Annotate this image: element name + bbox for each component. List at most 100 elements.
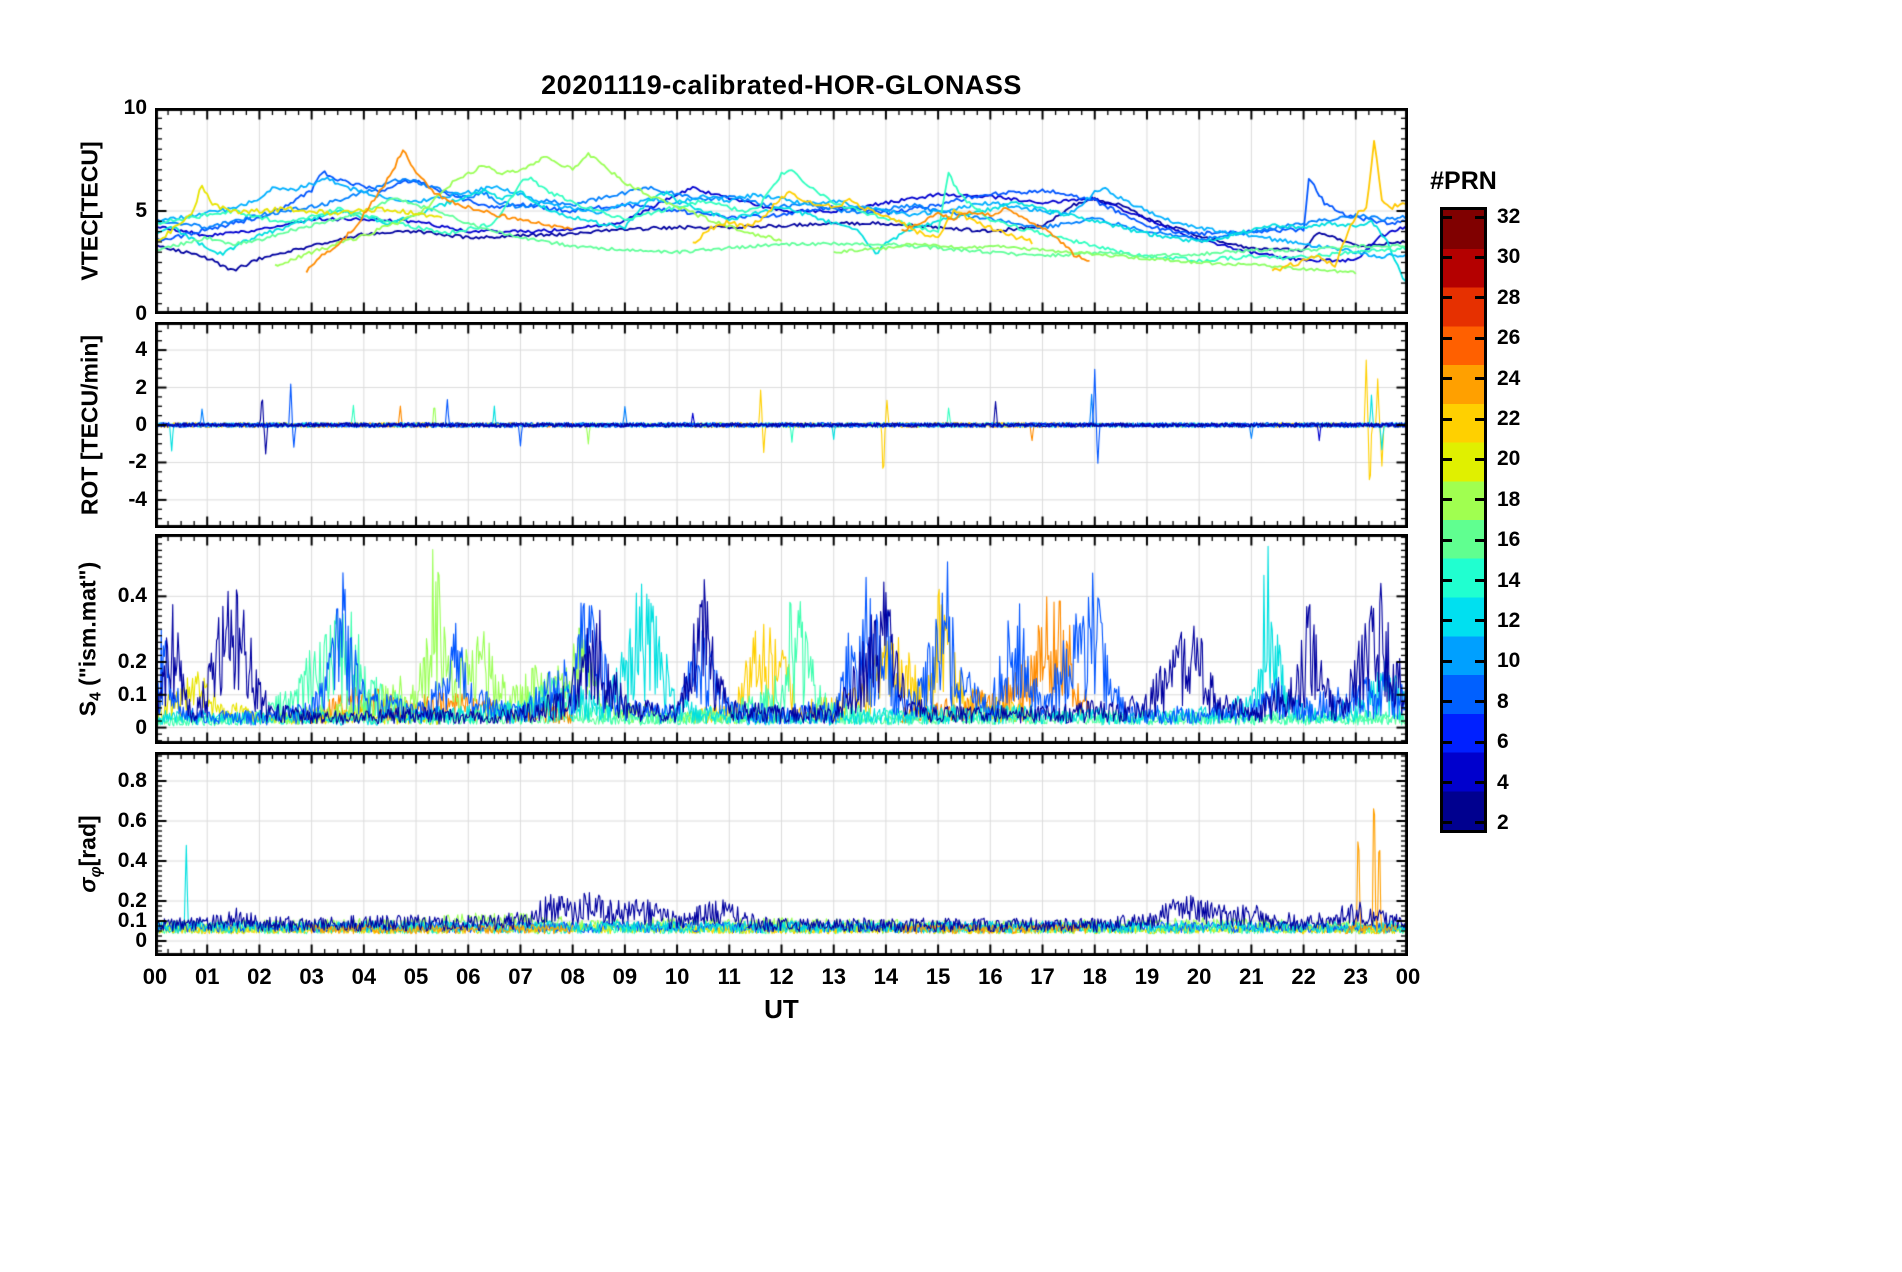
vtec-panel xyxy=(155,108,1408,314)
colorbar-tick-label: 16 xyxy=(1497,528,1521,552)
s4-y-label-part: S xyxy=(74,700,101,717)
x-tick-label: 00 xyxy=(142,964,168,989)
sigma-phi-ytick-label: 0 xyxy=(135,929,147,952)
colorbar-tick xyxy=(1475,821,1484,825)
colorbar-tick xyxy=(1475,255,1484,259)
colorbar-tick-label: 20 xyxy=(1497,447,1521,471)
colorbar-tick xyxy=(1475,336,1484,340)
colorbar-tick xyxy=(1443,619,1452,623)
x-tick-label: 15 xyxy=(925,964,951,989)
rot-ytick-label: 0 xyxy=(135,413,147,436)
sigma-phi-ytick-label: 0.2 xyxy=(117,889,147,912)
x-tick-label: 14 xyxy=(873,964,899,989)
colorbar-tick-label: 22 xyxy=(1497,407,1521,431)
colorbar-tick-label: 8 xyxy=(1497,689,1509,713)
rot-y-axis-label: ROT [TECU/min] xyxy=(77,335,104,515)
s4-panel xyxy=(155,534,1408,744)
colorbar-tick xyxy=(1443,821,1452,825)
colorbar-tick xyxy=(1443,700,1452,704)
rot-panel xyxy=(155,322,1408,528)
colorbar-tick xyxy=(1443,498,1452,502)
x-tick-label: 11 xyxy=(717,964,741,989)
x-tick-label: 05 xyxy=(403,964,429,989)
colorbar-gradient xyxy=(1440,207,1487,833)
x-tick-label: 23 xyxy=(1343,964,1369,989)
colorbar-tick xyxy=(1475,740,1484,744)
x-tick-label: 03 xyxy=(299,964,324,989)
colorbar-tick-label: 32 xyxy=(1497,205,1521,229)
x-tick-label: 04 xyxy=(351,964,377,989)
vtec-ytick-label: 5 xyxy=(135,199,147,222)
colorbar-tick-label: 4 xyxy=(1497,770,1509,794)
x-tick-label: 10 xyxy=(664,964,690,989)
x-tick-label: 02 xyxy=(247,964,272,989)
colorbar-tick xyxy=(1475,700,1484,704)
colorbar-tick xyxy=(1443,457,1452,461)
s4-ytick-label: 0.1 xyxy=(117,682,147,706)
x-tick-label: 08 xyxy=(560,964,585,989)
s4-y-label-part: 4 xyxy=(87,692,105,701)
sigma-phi-y-label-part: σ xyxy=(74,877,101,893)
sigma-phi-y-label-part: φ xyxy=(87,866,105,878)
x-tick-label: 06 xyxy=(456,964,481,989)
sigma-phi-y-axis-label: σφ[rad] xyxy=(75,815,106,892)
s4-ytick-label: 0.4 xyxy=(117,584,147,608)
colorbar-tick xyxy=(1475,659,1484,663)
rot-ytick-label: -4 xyxy=(128,487,147,511)
colorbar-tick xyxy=(1475,417,1484,421)
x-tick-label: 13 xyxy=(821,964,846,989)
colorbar-tick xyxy=(1443,336,1452,340)
colorbar-tick-label: 2 xyxy=(1497,810,1509,834)
colorbar-tick xyxy=(1443,377,1452,381)
colorbar-tick xyxy=(1443,538,1452,542)
sigma-phi-plot-canvas xyxy=(155,752,1408,956)
vtec-ytick-label: 0 xyxy=(135,302,147,325)
x-tick-label: 09 xyxy=(612,964,638,989)
colorbar-tick-label: 26 xyxy=(1497,326,1521,350)
rot-y-label-part: ROT [TECU/min] xyxy=(76,334,103,516)
colorbar-tick xyxy=(1475,498,1484,502)
colorbar-tick xyxy=(1475,781,1484,785)
colorbar-title: #PRN xyxy=(1430,167,1497,195)
x-tick-label: 18 xyxy=(1082,964,1107,989)
x-axis-label: UT xyxy=(764,994,799,1024)
vtec-y-label-part: VTEC[TECU] xyxy=(76,141,103,281)
colorbar-tick xyxy=(1443,781,1452,785)
x-tick-label: 07 xyxy=(508,964,533,989)
vtec-plot-canvas xyxy=(155,108,1408,314)
sigma-phi-ytick-label: 0.1 xyxy=(117,909,147,932)
chart-title: 20201119-calibrated-HOR-GLONASS xyxy=(541,70,1022,100)
rot-plot-canvas xyxy=(155,322,1408,528)
colorbar-tick-label: 10 xyxy=(1497,649,1521,673)
x-tick-label: 19 xyxy=(1134,964,1160,989)
colorbar-tick xyxy=(1475,538,1484,542)
colorbar-tick xyxy=(1443,579,1452,583)
vtec-ytick-label: 10 xyxy=(123,96,147,119)
sigma-phi-ytick-label: 0.4 xyxy=(117,849,147,872)
x-tick-label: 21 xyxy=(1239,964,1264,989)
rot-ytick-label: 2 xyxy=(135,375,147,399)
colorbar-tick xyxy=(1475,296,1484,300)
vtec-y-axis-label: VTEC[TECU] xyxy=(77,141,104,280)
rot-ytick-label: -2 xyxy=(128,450,147,474)
x-tick-label: 16 xyxy=(978,964,1003,989)
x-tick-label: 20 xyxy=(1186,964,1212,989)
colorbar-tick xyxy=(1443,255,1452,259)
x-tick-label: 12 xyxy=(769,964,794,989)
x-tick-label: 01 xyxy=(194,964,220,989)
colorbar-tick xyxy=(1475,619,1484,623)
colorbar-tick xyxy=(1443,296,1452,300)
s4-plot-canvas xyxy=(155,534,1408,744)
x-tick-label: 22 xyxy=(1291,964,1316,989)
sigma-phi-ytick-label: 0.8 xyxy=(117,769,147,792)
s4-ytick-label: 0.2 xyxy=(117,649,147,673)
s4-ytick-label: 0 xyxy=(135,715,147,739)
colorbar-tick xyxy=(1475,579,1484,583)
s4-y-axis-label: S4 ("ism.mat") xyxy=(75,562,106,717)
colorbar-tick-label: 18 xyxy=(1497,487,1521,511)
colorbar-tick xyxy=(1443,417,1452,421)
colorbar-tick xyxy=(1443,740,1452,744)
colorbar-tick-label: 14 xyxy=(1497,568,1521,592)
colorbar-tick-label: 24 xyxy=(1497,366,1521,390)
